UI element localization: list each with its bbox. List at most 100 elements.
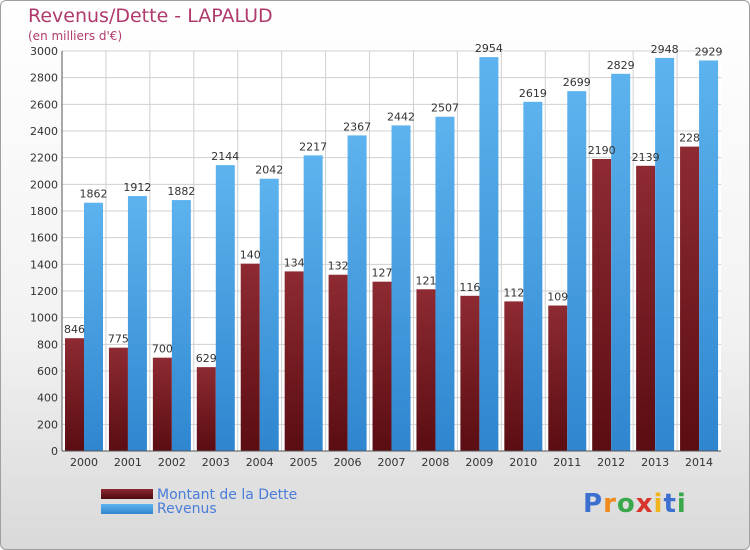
- proxiti-logo: Proxiti: [583, 489, 687, 519]
- bar-revenue: [171, 200, 191, 451]
- y-tick-label: 2200: [30, 152, 58, 165]
- bar-debt: [548, 305, 568, 451]
- x-tick-label: 2012: [597, 456, 625, 469]
- bar-debt: [372, 281, 392, 451]
- data-label-revenue: 1862: [80, 188, 108, 201]
- bar-revenue: [391, 125, 411, 452]
- bar-debt: [416, 289, 436, 451]
- x-tick-label: 2004: [246, 456, 274, 469]
- chart-title: Revenus/Dette - LAPALUD: [28, 5, 273, 27]
- data-label-debt: 846: [64, 323, 85, 336]
- legend-label-debt: Montant de la Dette: [157, 487, 298, 503]
- bar-debt: [240, 263, 260, 451]
- x-tick-label: 2010: [509, 456, 537, 469]
- y-tick-label: 600: [37, 365, 58, 378]
- x-tick-label: 2001: [114, 456, 142, 469]
- legend-label-revenue: Revenus: [157, 501, 217, 517]
- logo-letter: t: [663, 489, 677, 519]
- data-label-revenue: 2217: [299, 140, 327, 153]
- data-label-debt: 629: [196, 352, 217, 365]
- bar-revenue: [127, 196, 147, 451]
- x-tick-label: 2009: [465, 456, 493, 469]
- bar-revenue: [523, 101, 543, 452]
- bar-revenue: [479, 57, 499, 452]
- bar-debt: [196, 367, 216, 451]
- data-label-debt: 132: [328, 260, 349, 273]
- data-label-debt: 127: [372, 267, 393, 280]
- bar-revenue: [699, 60, 719, 451]
- x-tick-label: 2008: [421, 456, 449, 469]
- data-label-revenue: 1912: [123, 181, 151, 194]
- y-tick-label: 2600: [30, 98, 58, 111]
- bar-debt: [460, 295, 480, 451]
- data-label-debt: 109: [547, 291, 568, 304]
- y-tick-label: 2000: [30, 178, 58, 191]
- bar-revenue: [347, 135, 367, 451]
- data-label-debt: 116: [459, 281, 480, 294]
- x-tick-label: 2000: [70, 456, 98, 469]
- logo-letter: i: [653, 489, 664, 519]
- y-tick-label: 400: [37, 392, 58, 405]
- bar-revenue: [215, 165, 235, 451]
- data-label-revenue: 2042: [255, 164, 283, 177]
- bar-revenue: [567, 91, 587, 451]
- bar-revenue: [655, 57, 675, 451]
- data-label-debt: 775: [108, 333, 129, 346]
- y-tick-label: 0: [51, 445, 58, 458]
- data-label-revenue: 2507: [431, 102, 459, 115]
- bar-revenue: [303, 155, 323, 451]
- data-label-revenue: 2699: [563, 76, 591, 89]
- y-tick-label: 3000: [30, 45, 58, 58]
- y-tick-label: 1400: [30, 258, 58, 271]
- logo-letter: r: [603, 489, 617, 519]
- data-label-revenue: 2829: [607, 59, 635, 72]
- x-tick-label: 2002: [158, 456, 186, 469]
- bar-debt: [328, 274, 348, 451]
- data-label-revenue: 2619: [519, 87, 547, 100]
- legend-swatch-debt: [101, 489, 153, 499]
- bar-debt: [504, 301, 524, 451]
- bar-debt: [152, 357, 172, 451]
- bar-debt: [108, 347, 128, 451]
- bar-debt: [636, 165, 656, 452]
- legend-swatch-revenue: [101, 504, 153, 514]
- data-label-revenue: 2948: [651, 43, 679, 56]
- data-label-revenue: 1882: [167, 185, 195, 198]
- y-tick-label: 1600: [30, 232, 58, 245]
- x-tick-label: 2005: [290, 456, 318, 469]
- y-tick-label: 1800: [30, 205, 58, 218]
- bar-debt: [65, 338, 84, 451]
- bar-revenue: [259, 178, 279, 451]
- x-tick-label: 2006: [334, 456, 362, 469]
- logo-letter: i: [676, 489, 687, 519]
- logo-letter: o: [616, 489, 636, 519]
- x-tick-label: 2014: [685, 456, 713, 469]
- bar-revenue: [84, 202, 103, 451]
- x-tick-label: 2003: [202, 456, 230, 469]
- data-label-revenue: 2954: [475, 42, 503, 55]
- x-tick-label: 2013: [641, 456, 669, 469]
- bar-debt: [592, 159, 612, 451]
- chart-subtitle: (en milliers d'€): [28, 29, 123, 43]
- data-label-debt: 2190: [588, 144, 616, 157]
- y-tick-label: 2400: [30, 125, 58, 138]
- data-label-debt: 2139: [632, 151, 660, 164]
- bar-revenue: [435, 116, 455, 451]
- x-tick-label: 2011: [553, 456, 581, 469]
- data-label-debt: 134: [284, 256, 305, 269]
- data-label-revenue: 2144: [211, 150, 239, 163]
- data-label-debt: 700: [152, 343, 173, 356]
- data-label-revenue: 2442: [387, 110, 415, 123]
- y-tick-label: 800: [37, 338, 58, 351]
- bar-debt: [284, 271, 304, 451]
- logo-letter: x: [635, 489, 654, 519]
- y-tick-label: 2800: [30, 72, 58, 85]
- y-tick-label: 200: [37, 418, 58, 431]
- data-label-debt: 121: [415, 274, 436, 287]
- data-label-debt: 112: [503, 286, 524, 299]
- y-tick-label: 1000: [30, 312, 58, 325]
- y-tick-label: 1200: [30, 285, 58, 298]
- data-label-debt: 228: [679, 132, 700, 145]
